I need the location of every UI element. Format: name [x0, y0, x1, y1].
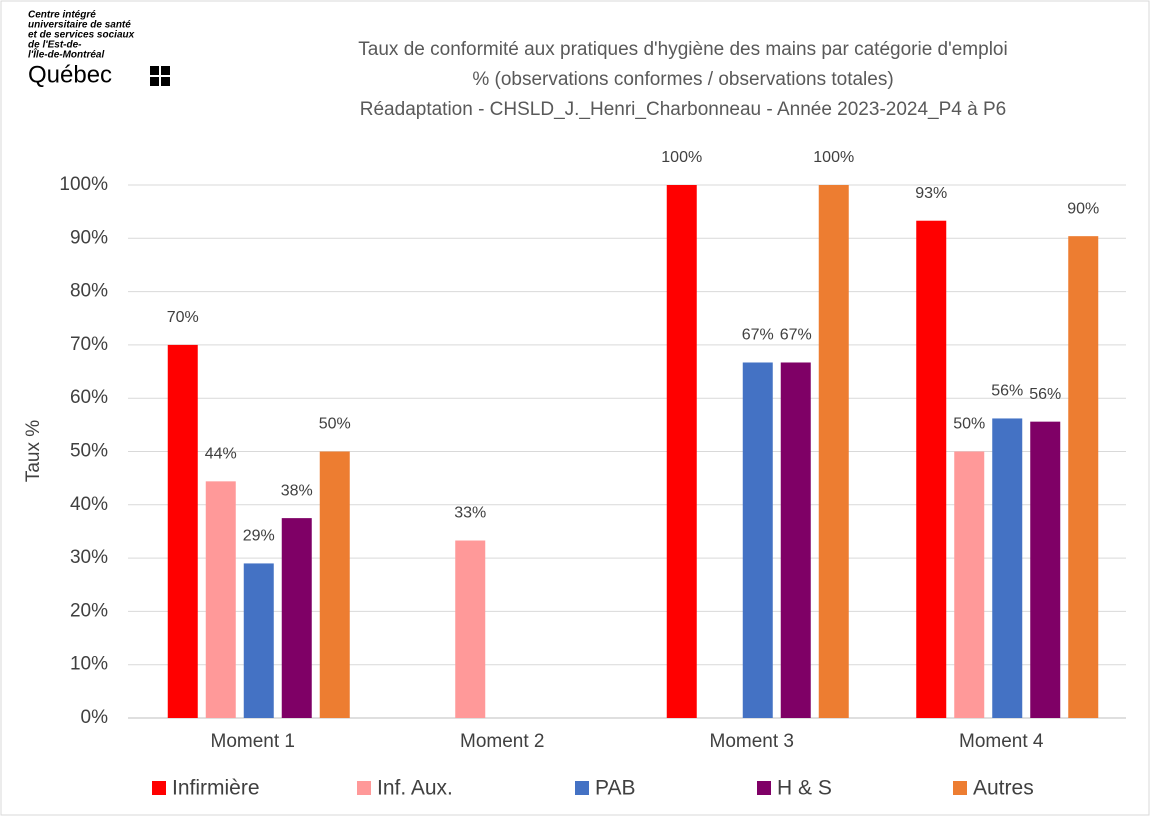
bar: [916, 220, 947, 718]
bar: [954, 451, 985, 718]
x-tick-label: Moment 1: [211, 731, 295, 752]
data-label: 56%: [1029, 386, 1061, 403]
logo-line: universitaire de santé: [28, 20, 131, 31]
logo: Centre intégré universitaire de santé et…: [28, 10, 170, 88]
data-label: 38%: [281, 482, 313, 499]
bar: [455, 540, 486, 718]
logo-flag: [150, 66, 170, 86]
chart-subtitle: Réadaptation - CHSLD_J._Henri_Charbonnea…: [360, 99, 1006, 120]
y-tick-label: 70%: [70, 334, 108, 355]
y-tick-label: 20%: [70, 600, 108, 621]
legend-swatch: [575, 781, 589, 795]
y-tick-label: 0%: [81, 707, 109, 728]
x-tick-label: Moment 4: [959, 731, 1044, 752]
chart-title: Taux de conformité aux pratiques d'hygiè…: [358, 39, 1007, 60]
bar: [742, 362, 773, 718]
data-label: 100%: [813, 149, 854, 166]
bar: [319, 451, 350, 718]
data-label: 33%: [454, 505, 486, 522]
chart-subtitle: % (observations conformes / observations…: [472, 69, 893, 90]
y-tick-label: 30%: [70, 547, 108, 568]
logo-line: et de services sociaux: [28, 30, 135, 41]
y-axis-label: Taux %: [23, 420, 44, 482]
y-tick-label: 90%: [70, 227, 108, 248]
data-label: 50%: [953, 416, 985, 433]
data-label: 70%: [167, 309, 199, 326]
logo-line: Centre intégré: [28, 10, 96, 21]
legend-swatch: [953, 781, 967, 795]
legend-label: Infirmière: [172, 777, 260, 800]
y-tick-label: 50%: [70, 441, 108, 462]
bar: [666, 185, 697, 718]
logo-line: l'Île-de-Montréal: [28, 48, 104, 61]
bar: [281, 518, 312, 718]
bar: [167, 344, 198, 718]
data-label: 29%: [243, 528, 275, 545]
data-label: 90%: [1067, 200, 1099, 217]
y-tick-label: 40%: [70, 494, 108, 515]
data-label: 50%: [319, 416, 351, 433]
x-tick-label: Moment 3: [710, 731, 794, 752]
y-tick-label: 10%: [70, 654, 108, 675]
legend-label: Inf. Aux.: [377, 777, 453, 800]
data-label: 100%: [661, 149, 702, 166]
bar: [243, 563, 274, 718]
logo-brand: Québec: [28, 61, 112, 88]
data-label: 67%: [780, 327, 812, 344]
data-label: 56%: [991, 383, 1023, 400]
legend-swatch: [357, 781, 371, 795]
y-tick-label: 80%: [70, 281, 108, 302]
bar: [992, 418, 1023, 718]
legend-label: PAB: [595, 777, 635, 800]
data-label: 93%: [915, 185, 947, 202]
bar: [1068, 236, 1099, 718]
bar: [1030, 421, 1061, 718]
legend-swatch: [757, 781, 771, 795]
x-tick-label: Moment 2: [460, 731, 544, 752]
y-tick-label: 100%: [59, 174, 108, 195]
bar: [780, 362, 811, 718]
y-tick-label: 60%: [70, 387, 108, 408]
legend-label: H & S: [777, 777, 832, 800]
bar: [205, 481, 236, 718]
logo-line: de l'Est-de-: [28, 40, 82, 51]
bar: [818, 185, 849, 718]
data-label: 67%: [742, 327, 774, 344]
legend-label: Autres: [973, 777, 1034, 800]
data-label: 44%: [205, 446, 237, 463]
legend-swatch: [152, 781, 166, 795]
